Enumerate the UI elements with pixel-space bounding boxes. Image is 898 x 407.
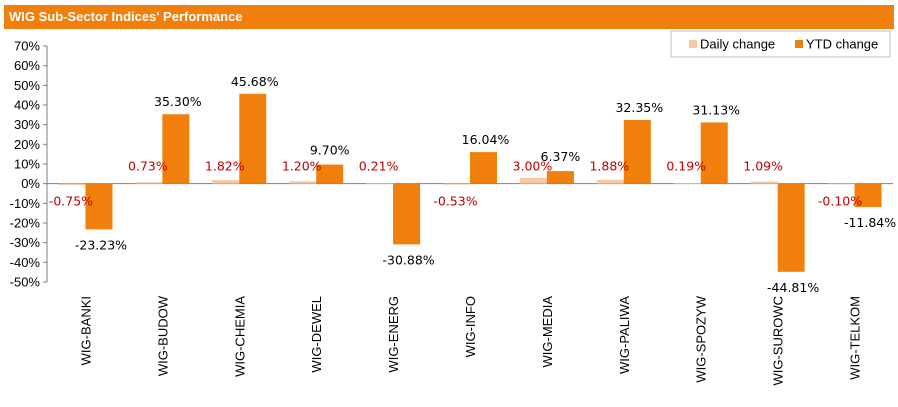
daily-change-label: -0.10% bbox=[818, 194, 862, 209]
category-label: WIG-CHEMIA bbox=[232, 296, 247, 377]
daily-change-label: 0.21% bbox=[359, 159, 399, 174]
ytd-change-bar bbox=[85, 183, 113, 230]
daily-change-bar bbox=[58, 183, 86, 186]
legend-box bbox=[670, 30, 891, 58]
category-label: WIG-BANKI bbox=[78, 296, 93, 365]
data-labels: -0.75% -23.23% 0.73% 35.30% 1.82% 45.68% 1.20%… bbox=[49, 74, 896, 295]
daily-change-bar bbox=[289, 181, 317, 184]
ytd-change-bar bbox=[546, 171, 574, 184]
ytd-change-bar bbox=[470, 152, 497, 184]
daily-change-label: 0.73% bbox=[128, 159, 168, 174]
bars bbox=[58, 93, 882, 272]
ytd-change-bar bbox=[854, 183, 882, 207]
y-tick-label: 70% bbox=[14, 39, 40, 54]
daily-change-bar bbox=[519, 177, 547, 184]
daily-change-label: 1.88% bbox=[589, 159, 629, 174]
category-labels: WIG-BANKI WIG-BUDOW WIG-CHEMIA WIG-DEWEL WIG… bbox=[78, 295, 862, 385]
category-label: WIG-TELKOM bbox=[848, 296, 863, 380]
daily-change-bar bbox=[827, 183, 855, 185]
category-label: WIG-INFO bbox=[463, 296, 478, 357]
ytd-change-bar bbox=[700, 122, 728, 184]
legend-swatch-ytd bbox=[795, 40, 803, 48]
category-label: WIG-BUDOW bbox=[155, 295, 170, 376]
ytd-change-label: -23.23% bbox=[75, 237, 127, 252]
category-label: WIG-SPOZYW bbox=[694, 295, 709, 382]
daily-change-bar bbox=[212, 180, 240, 184]
ytd-change-bar bbox=[162, 114, 190, 184]
y-tick-label: 40% bbox=[14, 98, 40, 113]
ytd-change-label: 35.30% bbox=[154, 94, 202, 109]
y-tick-label: -40% bbox=[10, 255, 41, 270]
chart-title-bar: WIG Sub-Sector Indices' Performance bbox=[4, 5, 894, 29]
daily-change-bar bbox=[366, 183, 394, 184]
daily-change-label: -0.53% bbox=[433, 194, 477, 209]
daily-change-bar bbox=[135, 182, 163, 184]
y-tick-label: 60% bbox=[14, 58, 40, 73]
y-tick-label: 30% bbox=[14, 117, 40, 132]
ytd-change-bar bbox=[316, 164, 344, 184]
y-tick-label: 20% bbox=[14, 137, 40, 152]
category-label: WIG-DEWEL bbox=[309, 296, 324, 373]
daily-change-label: 3.00% bbox=[513, 159, 553, 174]
daily-change-bar bbox=[673, 183, 701, 184]
daily-change-label: 1.09% bbox=[743, 159, 783, 174]
ytd-change-bar bbox=[239, 93, 267, 184]
y-tick-label: 10% bbox=[14, 157, 40, 172]
legend-swatch-daily bbox=[689, 40, 697, 48]
daily-change-bar bbox=[750, 181, 778, 184]
y-tick-label: -10% bbox=[10, 196, 41, 211]
y-tick-label: -50% bbox=[10, 275, 41, 290]
category-label: WIG-MEDIA bbox=[540, 296, 555, 368]
daily-change-label: -0.75% bbox=[49, 194, 93, 209]
ytd-change-label: 45.68% bbox=[231, 74, 279, 89]
y-tick-label: -30% bbox=[10, 235, 41, 250]
ytd-change-bar bbox=[777, 183, 805, 272]
chart-title: WIG Sub-Sector Indices' Performance bbox=[9, 9, 243, 24]
ytd-change-label: 32.35% bbox=[615, 100, 663, 115]
y-tick-label: -20% bbox=[10, 216, 41, 231]
y-tick-label: 0% bbox=[21, 176, 40, 191]
ytd-change-label: 9.70% bbox=[310, 143, 350, 158]
ytd-change-label: -11.84% bbox=[844, 215, 896, 230]
ytd-change-label: 16.04% bbox=[462, 132, 510, 147]
daily-change-bar bbox=[443, 183, 470, 185]
category-label: WIG-PALIWA bbox=[617, 296, 632, 374]
daily-change-bar bbox=[596, 179, 624, 184]
category-label: WIG-ENERG bbox=[386, 296, 401, 373]
legend-label-daily: Daily change bbox=[700, 37, 775, 52]
legend: Daily change YTD change bbox=[670, 30, 891, 58]
ytd-change-bar bbox=[623, 120, 651, 184]
daily-change-label: 1.20% bbox=[282, 159, 322, 174]
ytd-change-label: 31.13% bbox=[692, 102, 740, 117]
y-tick-label: 50% bbox=[14, 78, 40, 93]
daily-change-label: 1.82% bbox=[205, 159, 245, 174]
ytd-change-bar bbox=[393, 183, 421, 245]
ytd-change-label: -44.81% bbox=[767, 280, 819, 295]
category-label: WIG-SUROWC bbox=[771, 296, 786, 386]
legend-label-ytd: YTD change bbox=[806, 37, 878, 52]
ytd-change-label: 6.37% bbox=[541, 149, 581, 164]
ytd-change-label: -30.88% bbox=[382, 252, 434, 267]
daily-change-label: 0.19% bbox=[666, 159, 706, 174]
